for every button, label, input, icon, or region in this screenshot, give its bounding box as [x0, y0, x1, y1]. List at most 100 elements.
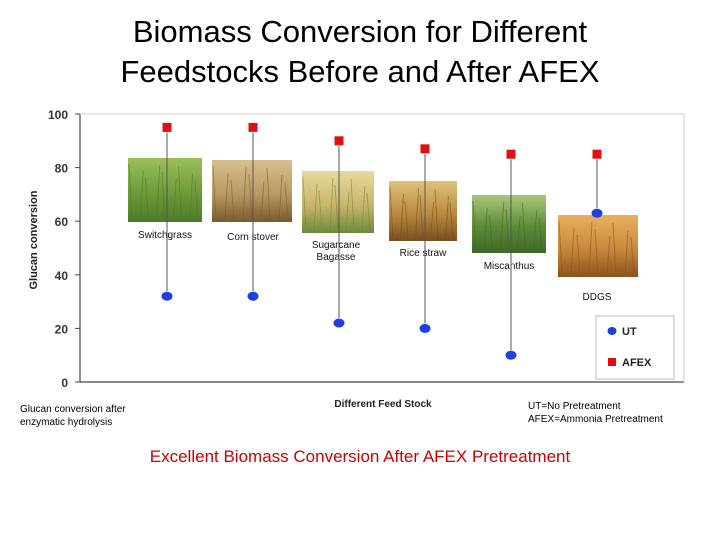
photo-texture-stroke [624, 229, 629, 276]
photo-texture-stroke [538, 216, 543, 252]
photo-texture-stroke [419, 194, 424, 240]
note-right: UT=No Pretreatment AFEX=Ammonia Pretreat… [528, 400, 663, 426]
photo-texture-stroke [161, 171, 166, 221]
x-axis-label: Different Feed Stock [334, 399, 432, 410]
legend-ut-marker [607, 327, 617, 335]
page-title: Biomass Conversion for Different Feedsto… [0, 12, 720, 92]
photo-texture-stroke [570, 227, 575, 276]
afex-point [420, 144, 430, 154]
y-tick-label: 80 [55, 162, 69, 176]
photo-texture-stroke [242, 166, 247, 221]
photo-texture-stroke [224, 172, 229, 221]
photo-texture-stroke [483, 207, 488, 252]
y-tick-label: 60 [55, 215, 69, 229]
photo-texture-stroke [313, 183, 318, 232]
photo-texture-stroke [434, 188, 439, 240]
note-left-line-2: enzymatic hydrolysis [20, 417, 113, 428]
legend-afex-marker [608, 358, 616, 366]
photo-texture-stroke [230, 179, 235, 221]
photo-texture-stroke [284, 181, 289, 221]
photo-texture-stroke [522, 202, 526, 252]
ut-point [161, 291, 173, 301]
photo-texture-stroke [248, 173, 253, 221]
photo-texture-stroke [449, 202, 454, 240]
photo-texture-stroke [302, 176, 307, 232]
y-tick-label: 0 [61, 376, 68, 390]
photo-texture-stroke [345, 191, 350, 232]
photo-texture-stroke [404, 200, 409, 240]
photo-texture-stroke [489, 214, 493, 252]
note-right-line-2: AFEX=Ammonia Pretreatment [528, 414, 663, 425]
photo-texture-stroke [500, 201, 505, 252]
rice-straw-photo [389, 181, 457, 241]
miscanthus-photo [472, 195, 546, 253]
corn-stover-photo [212, 160, 292, 222]
afex-point [506, 149, 516, 159]
photo-texture-stroke [329, 177, 334, 232]
photo-texture-stroke [594, 228, 599, 276]
photo-texture-stroke [189, 172, 194, 221]
photo-texture-stroke [588, 221, 593, 276]
category-label: Rice straw [400, 248, 447, 259]
photo-texture-stroke [260, 180, 265, 221]
y-axis-label: Glucan conversion [28, 190, 40, 289]
switchgrass-photo [128, 158, 202, 222]
legend-ut-label: UT [622, 326, 637, 338]
afex-point [334, 136, 344, 146]
category-label: Sugarcane [312, 240, 361, 251]
afex-point [248, 122, 258, 132]
photo-texture-stroke [318, 190, 323, 232]
sugarcane-bagasse-photo [302, 171, 374, 233]
category-label: Miscanthus [484, 261, 535, 272]
photo-texture-stroke [558, 220, 563, 276]
note-right-line-1: UT=No Pretreatment [528, 401, 621, 412]
photo-texture-stroke [445, 195, 449, 240]
photo-texture-stroke [430, 201, 434, 240]
category-label: Bagasse [317, 252, 356, 263]
category-label: Switchgrass [138, 230, 192, 241]
photo-texture-stroke [350, 178, 355, 232]
ut-point [419, 323, 431, 333]
photo-texture-stroke [472, 200, 477, 252]
photo-texture-stroke [128, 163, 133, 221]
photo-texture-stroke [612, 222, 617, 276]
photo-texture-stroke [415, 187, 419, 240]
photo-texture-stroke [194, 179, 199, 221]
photo-texture-stroke [361, 185, 366, 232]
afex-point [592, 149, 602, 159]
photo-texture-stroke [606, 235, 611, 276]
ut-point [247, 291, 259, 301]
ut-point [591, 208, 603, 218]
footer-text: Excellent Biomass Conversion After AFEX … [149, 447, 571, 466]
photo-texture-stroke [212, 165, 217, 221]
photo-texture-stroke [389, 186, 394, 240]
photo-fill [302, 171, 374, 233]
title-line-2: Feedstocks Before and After AFEX [120, 54, 600, 89]
note-left-line-1: Glucan conversion after [20, 404, 126, 415]
title-line-1: Biomass Conversion for Different [132, 14, 588, 49]
photo-texture-stroke [156, 164, 161, 221]
ut-point [333, 318, 345, 328]
afex-point [162, 122, 172, 132]
photo-texture-stroke [516, 215, 521, 252]
photo-texture-stroke [400, 193, 404, 240]
y-tick-label: 40 [55, 269, 69, 283]
photo-texture-stroke [178, 165, 182, 221]
category-label: DDGS [583, 292, 612, 303]
ddgs-photo [558, 215, 638, 277]
note-left: Glucan conversion after enzymatic hydrol… [20, 403, 126, 429]
legend-box [595, 315, 675, 380]
photo-texture-stroke [630, 236, 635, 276]
ut-point [505, 350, 517, 360]
photo-texture-stroke [533, 209, 538, 252]
photo-texture-stroke [505, 208, 510, 252]
legend: UT AFEX [595, 315, 675, 380]
legend-afex-label: AFEX [622, 357, 652, 369]
photo-texture-stroke [139, 170, 144, 221]
photo-texture-stroke [366, 192, 371, 232]
y-tick-label: 100 [48, 108, 68, 122]
photo-texture-stroke [266, 167, 271, 221]
y-tick-label: 20 [55, 322, 69, 336]
photo-texture-stroke [334, 184, 339, 232]
